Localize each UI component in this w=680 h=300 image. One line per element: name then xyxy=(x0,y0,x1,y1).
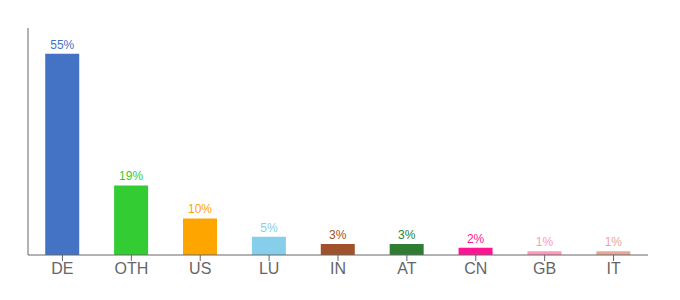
svg-text:OTH: OTH xyxy=(114,260,148,277)
svg-text:19%: 19% xyxy=(119,169,143,183)
svg-text:IN: IN xyxy=(330,260,346,277)
svg-text:US: US xyxy=(189,260,211,277)
svg-text:AT: AT xyxy=(397,260,416,277)
svg-text:DE: DE xyxy=(51,260,73,277)
svg-text:55%: 55% xyxy=(50,38,74,52)
svg-text:LU: LU xyxy=(259,260,279,277)
svg-text:3%: 3% xyxy=(398,228,416,242)
svg-text:IT: IT xyxy=(606,260,620,277)
svg-text:2%: 2% xyxy=(467,232,485,246)
svg-text:1%: 1% xyxy=(605,235,623,249)
svg-text:1%: 1% xyxy=(536,235,554,249)
svg-text:5%: 5% xyxy=(260,221,278,235)
svg-text:CN: CN xyxy=(464,260,487,277)
svg-text:GB: GB xyxy=(533,260,556,277)
svg-text:10%: 10% xyxy=(188,202,212,216)
svg-text:3%: 3% xyxy=(329,228,347,242)
